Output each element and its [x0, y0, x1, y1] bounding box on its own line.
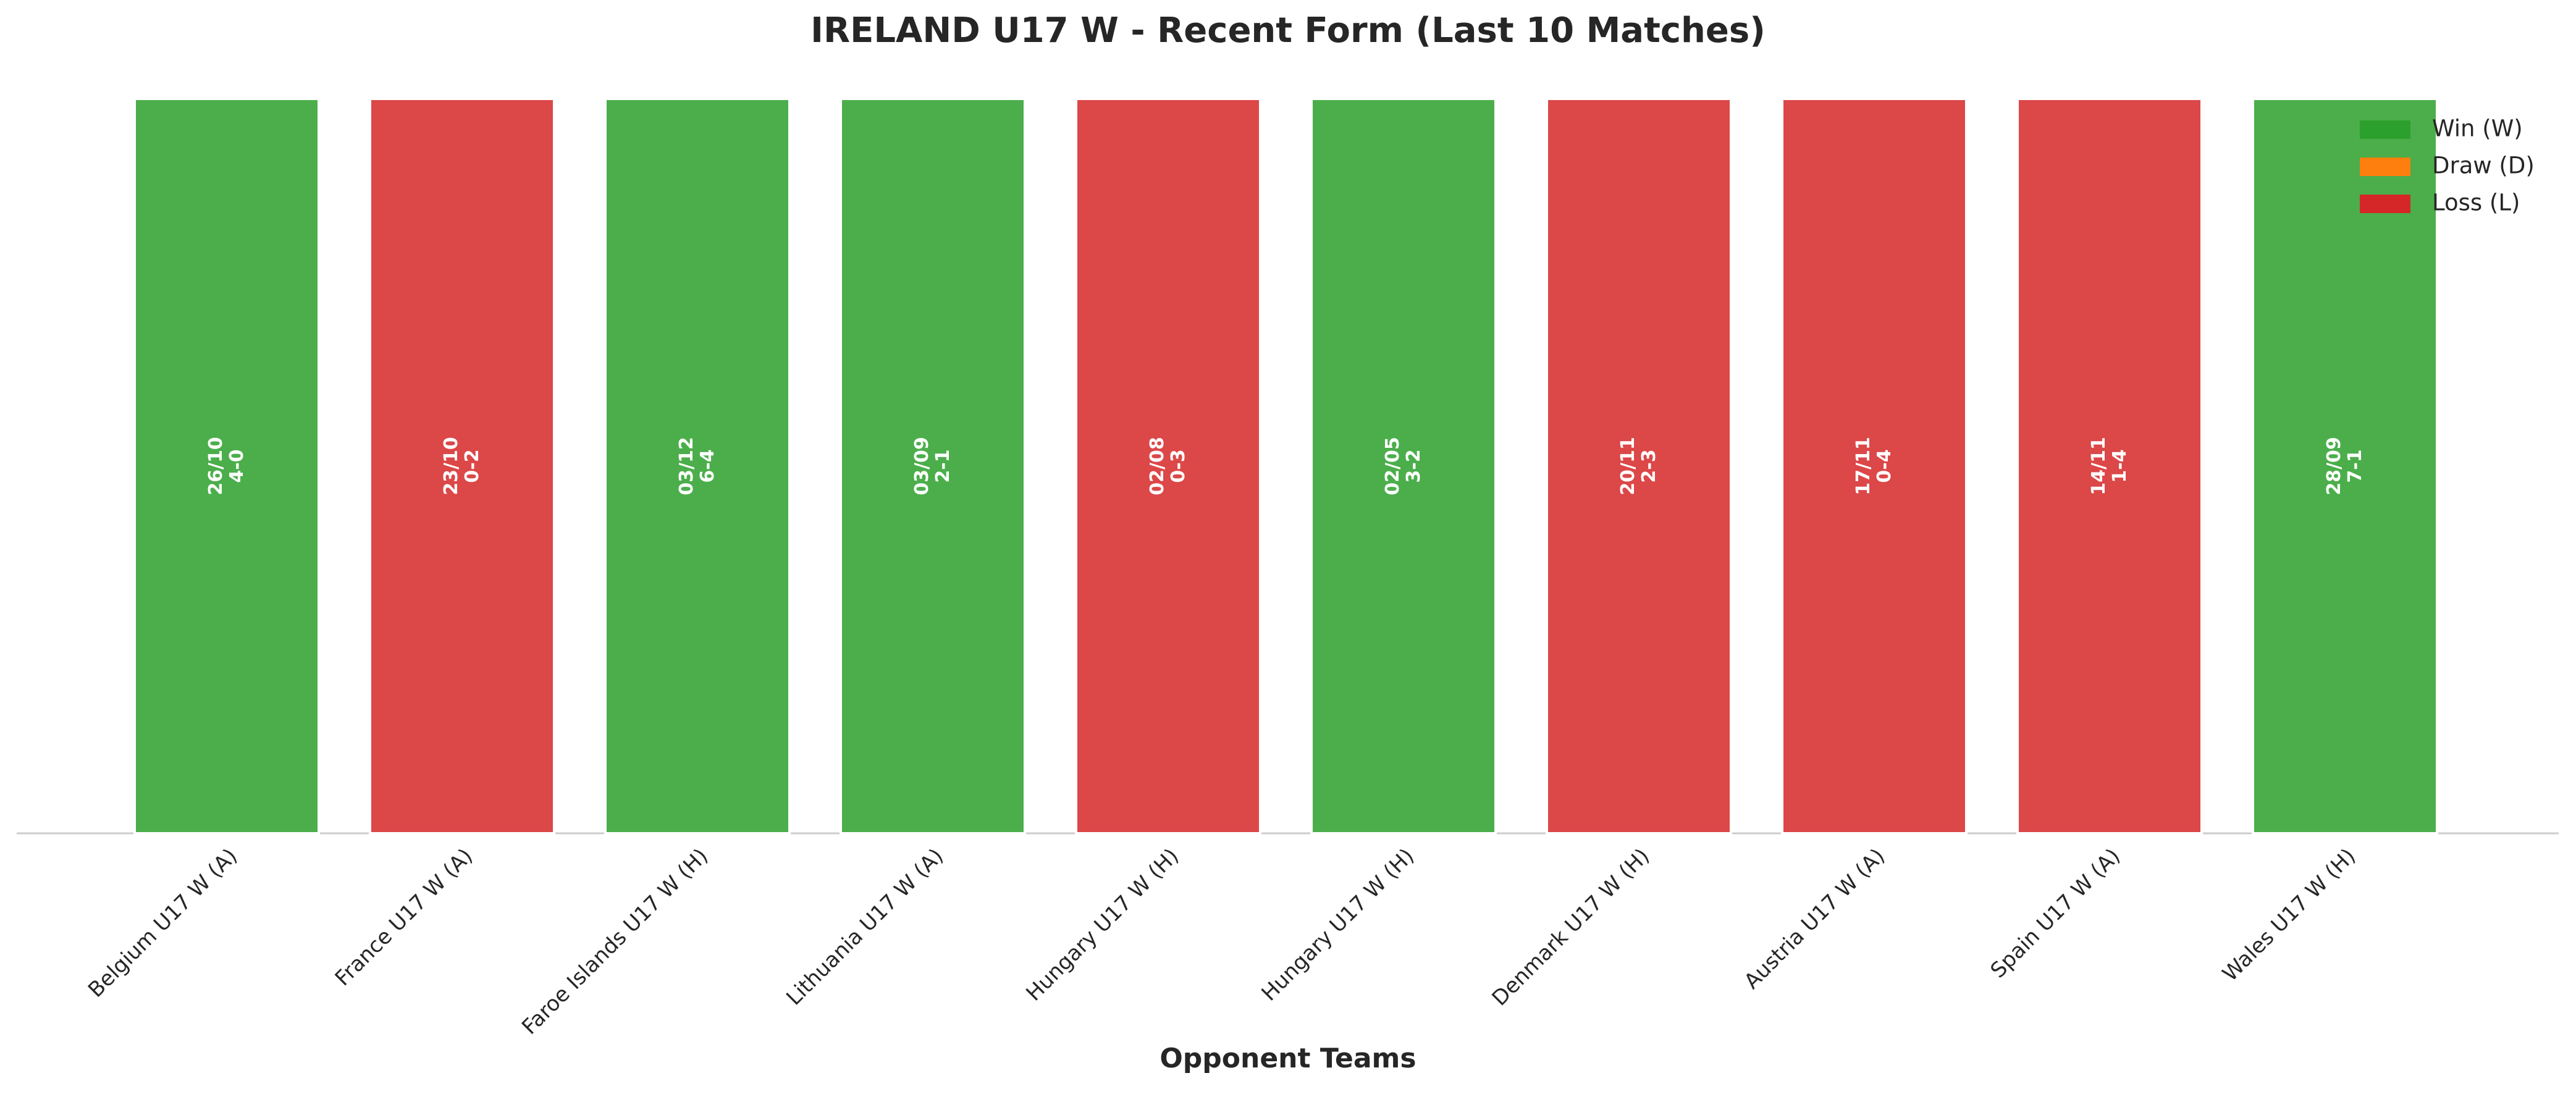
bar-date: 20/11: [1617, 437, 1639, 495]
legend-swatch: [2360, 120, 2410, 139]
bar-label: 23/100-2: [440, 437, 483, 495]
x-tick-label: Denmark U17 W (H): [1488, 844, 1655, 1011]
bar-date: 03/12: [676, 437, 697, 495]
x-axis-label: Opponent Teams: [1160, 1043, 1416, 1074]
legend-label: Draw (D): [2432, 153, 2535, 179]
bar: [1781, 98, 1968, 835]
bar-date: 02/05: [1382, 437, 1404, 495]
x-tick-label: Spain U17 W (A): [1986, 844, 2126, 983]
x-tick-label: Lithuania U17 W (A): [781, 844, 948, 1011]
x-tick-label: Wales U17 W (H): [2218, 844, 2360, 987]
x-tick-label: France U17 W (A): [330, 844, 478, 991]
bar-date: 17/11: [1853, 437, 1874, 495]
bar-date: 02/08: [1147, 437, 1168, 495]
bar: [1310, 98, 1497, 835]
bar: [840, 98, 1026, 835]
bar-label: 26/104-0: [205, 437, 248, 495]
bar-score: 6-4: [697, 449, 718, 482]
bar: [369, 98, 555, 835]
bar-score: 0-3: [1168, 449, 1189, 482]
bar-label: 02/053-2: [1382, 437, 1425, 495]
bar-date: 28/09: [2323, 437, 2345, 495]
bar-date: 26/10: [205, 437, 227, 495]
chart-title: IRELAND U17 W - Recent Form (Last 10 Mat…: [810, 11, 1766, 51]
bar-score: 0-2: [461, 449, 483, 482]
bar-score: 4-0: [226, 449, 248, 482]
x-tick-label: Hungary U17 W (H): [1021, 844, 1184, 1006]
x-tick-label: Belgium U17 W (A): [83, 844, 242, 1003]
bar-label: 17/110-4: [1853, 437, 1895, 495]
bar-score: 1-4: [2109, 449, 2131, 482]
legend-label: Win (W): [2432, 116, 2523, 142]
bar-label: 02/080-3: [1147, 437, 1189, 495]
bar-date: 23/10: [440, 437, 462, 495]
x-tick-label: Austria U17 W (A): [1740, 844, 1890, 994]
bar: [2016, 98, 2203, 835]
bar-label: 14/111-4: [2088, 437, 2131, 495]
bar-score: 2-3: [1638, 449, 1660, 482]
x-tick-label: Hungary U17 W (H): [1256, 844, 1419, 1006]
bar: [1546, 98, 1732, 835]
bar-score: 2-1: [932, 449, 954, 482]
bar-label: 20/112-3: [1617, 437, 1660, 495]
bar-label: 28/097-1: [2323, 437, 2366, 495]
bar-score: 7-1: [2344, 449, 2366, 482]
bar-label: 03/126-4: [676, 437, 718, 495]
legend-swatch: [2360, 158, 2410, 176]
bar-score: 3-2: [1403, 449, 1425, 482]
legend-swatch: [2360, 195, 2410, 213]
bar: [2252, 98, 2438, 835]
bar: [1075, 98, 1261, 835]
bar: [604, 98, 791, 835]
x-tick-label: Faroe Islands U17 W (H): [517, 844, 713, 1040]
bar-date: 03/09: [911, 437, 933, 495]
bar: [133, 98, 320, 835]
bar-label: 03/092-1: [911, 437, 954, 495]
legend-label: Loss (L): [2432, 190, 2520, 216]
bar-date: 14/11: [2088, 437, 2110, 495]
bar-score: 0-4: [1874, 449, 1895, 482]
